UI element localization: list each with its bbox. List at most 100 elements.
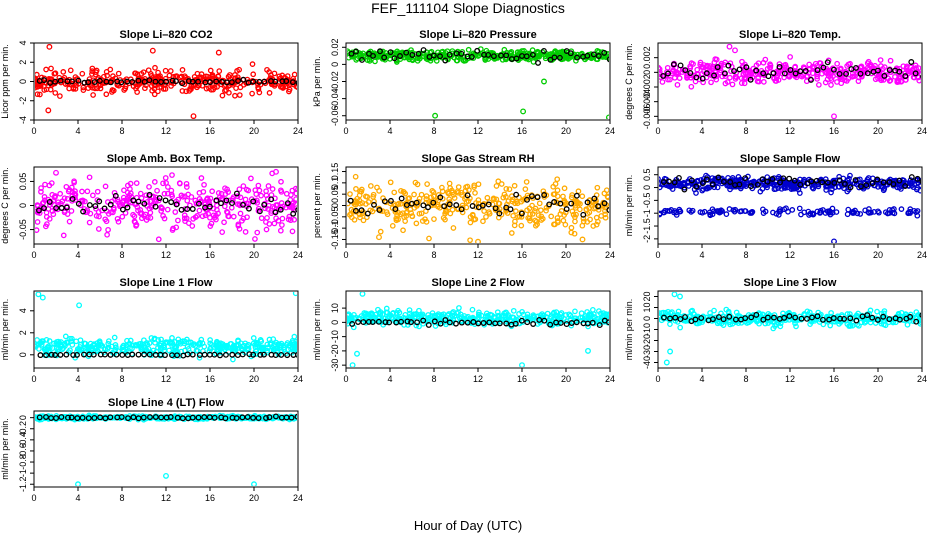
data-point (895, 310, 902, 317)
reference-point (551, 54, 558, 61)
reference-point (382, 319, 389, 326)
data-point (661, 175, 668, 182)
data-point (481, 208, 487, 214)
data-point (551, 221, 557, 228)
y-tick-label: -10 (330, 330, 340, 343)
data-point (905, 182, 912, 189)
x-tick-label: 4 (387, 126, 392, 136)
data-point (397, 201, 404, 207)
x-tick-label: 24 (917, 126, 927, 136)
reference-point (881, 72, 888, 79)
reference-point (79, 414, 86, 421)
reference-point (101, 205, 108, 212)
reference-point (831, 179, 838, 186)
reference-point (563, 206, 570, 213)
data-point (266, 336, 273, 343)
reference-point (349, 321, 356, 327)
reference-point (857, 70, 864, 77)
data-point (820, 321, 827, 328)
reference-point (195, 414, 202, 421)
data-point (152, 64, 158, 71)
data-point (172, 209, 179, 215)
data-point (187, 85, 193, 92)
data-point (201, 181, 207, 188)
x-tick-label: 8 (743, 126, 748, 136)
reference-point (535, 59, 542, 66)
data-point (671, 209, 677, 216)
outlier-point (35, 292, 42, 298)
reference-point (513, 191, 520, 198)
reference-point (590, 51, 597, 58)
data-point (602, 214, 609, 221)
data-point (560, 217, 567, 224)
data-point (707, 211, 713, 218)
data-point (757, 188, 764, 195)
reference-point (672, 314, 679, 321)
data-point (358, 186, 365, 193)
y-tick-label: -1.2 (18, 476, 28, 492)
y-tick-label: -0.1 (330, 220, 340, 236)
reference-point (573, 319, 580, 326)
reference-point (797, 68, 804, 75)
data-point (512, 208, 519, 214)
data-point (151, 85, 158, 92)
scatter-points (347, 292, 609, 367)
data-point (290, 339, 296, 346)
data-point (719, 208, 725, 214)
y-axis-label: ml/min per min. (624, 299, 634, 361)
x-tick-label: 20 (561, 126, 571, 136)
data-point (77, 337, 84, 344)
reference-point (162, 352, 168, 359)
reference-point (474, 47, 481, 54)
reference-point (874, 316, 881, 323)
data-point (353, 186, 359, 192)
reference-point (228, 79, 235, 86)
data-point (589, 54, 596, 61)
reference-point (377, 48, 383, 55)
data-point (864, 60, 871, 67)
y-tick-label: -0.06 (330, 105, 340, 126)
data-point (387, 312, 394, 319)
data-point (79, 188, 85, 195)
data-point (253, 197, 260, 204)
data-point (796, 205, 803, 212)
reference-point (726, 313, 733, 320)
reference-point (584, 52, 591, 59)
reference-point (211, 351, 218, 358)
data-point (416, 53, 423, 60)
data-point (72, 191, 79, 198)
data-point (446, 196, 453, 203)
data-point (829, 209, 836, 216)
x-tick-label: 8 (119, 126, 124, 136)
data-point (273, 215, 279, 222)
data-point (583, 206, 590, 213)
y-tick-label: 4 (18, 308, 28, 313)
y-tick-label: 2 (18, 60, 28, 65)
data-point (447, 185, 454, 191)
reference-point (233, 190, 240, 197)
data-point (183, 88, 189, 95)
data-point (859, 73, 865, 80)
reference-point (677, 62, 684, 69)
reference-point (223, 197, 230, 204)
reference-point (721, 70, 728, 77)
data-point (376, 187, 382, 194)
reference-point (528, 193, 535, 200)
data-point (165, 184, 171, 190)
data-point (463, 199, 470, 205)
data-point (693, 313, 699, 320)
data-point (35, 342, 40, 348)
data-point (135, 207, 141, 214)
data-point (465, 313, 471, 320)
data-point (235, 337, 241, 344)
y-tick-label: 0 (330, 320, 340, 325)
reference-point (742, 175, 749, 182)
data-point (254, 229, 261, 236)
reference-point (365, 318, 372, 325)
data-point (228, 340, 235, 347)
reference-point (174, 352, 181, 359)
data-point (35, 343, 38, 350)
data-point (360, 316, 367, 323)
data-point (52, 206, 59, 212)
data-point (42, 181, 48, 188)
